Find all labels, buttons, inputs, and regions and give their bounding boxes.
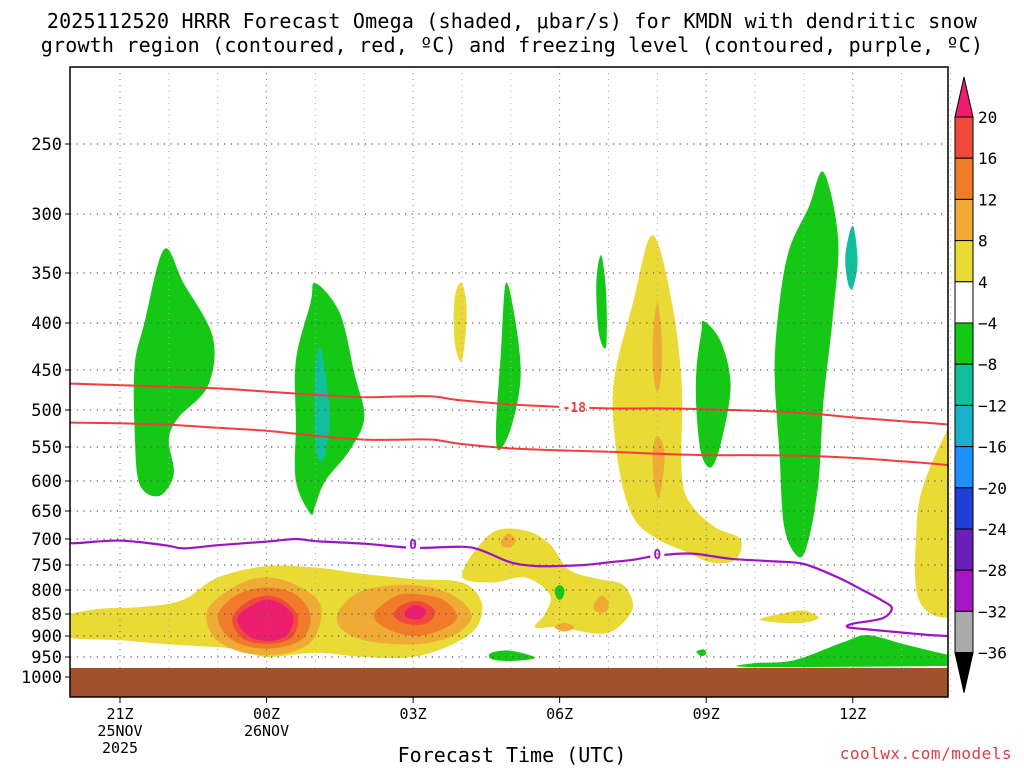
colorbar-box	[954, 404, 974, 448]
colorbar-label: 20	[978, 108, 997, 127]
freezing-contour-label: 0	[409, 538, 417, 553]
colorbar-box	[954, 487, 974, 530]
omega-shade-region	[133, 248, 215, 497]
x-tick-label: 21Z	[106, 705, 133, 723]
colorbar-label: −24	[978, 520, 1007, 539]
colorbar-label: −20	[978, 479, 1007, 498]
colorbar-label: −4	[978, 314, 997, 333]
omega-shading-layer	[70, 171, 948, 668]
colorbar-box	[954, 157, 974, 200]
colorbar-label: −16	[978, 438, 1007, 457]
colorbar-box	[954, 322, 974, 365]
omega-shade-region	[404, 605, 426, 620]
credit-link[interactable]: coolwx.com/models	[839, 744, 1012, 763]
dgz-contour-line	[70, 382, 948, 426]
x-tick-label: 03Z	[400, 705, 427, 723]
axes-layer: 2503003504004505005506006507007508008509…	[21, 66, 949, 757]
colorbar-label: 12	[978, 190, 997, 209]
x-tick-label: 12Z	[839, 705, 866, 723]
x-tick-label: 00Z	[253, 705, 280, 723]
omega-shade-region	[774, 171, 839, 558]
colorbar-box	[954, 528, 974, 571]
y-tick-label: 600	[31, 472, 62, 492]
y-tick-label: 800	[31, 581, 62, 601]
contour-layer: -18 0 0	[70, 382, 948, 638]
y-tick-label: 650	[31, 502, 62, 522]
y-tick-label: 350	[31, 264, 62, 284]
y-tick-label: 900	[31, 627, 62, 647]
omega-shade-region	[593, 595, 609, 613]
omega-shade-region	[612, 235, 742, 564]
y-tick-label: 950	[31, 648, 62, 668]
y-tick-label: 850	[31, 605, 62, 625]
omega-shade-region	[652, 303, 663, 391]
x-tick-label: 25NOV	[97, 722, 142, 740]
y-tick-label: 550	[31, 438, 62, 458]
colorbar-label: −12	[978, 396, 1007, 415]
colorbar: 20 16 12 8 4 −4 −8 −12 −16 −20 −24 −28 −32 −36	[954, 76, 1007, 693]
omega-shade-region	[914, 428, 948, 618]
chart-title-line-1: 2025112520 HRRR Forecast Omega (shaded, …	[46, 9, 978, 33]
colorbar-bottom-arrow	[954, 652, 974, 693]
colorbar-label: −8	[978, 355, 997, 374]
y-tick-label: 700	[31, 530, 62, 550]
freezing-contour-label-bg	[650, 547, 665, 562]
terrain-ground	[70, 668, 948, 697]
colorbar-box	[954, 281, 974, 324]
omega-shade-region	[696, 649, 707, 657]
x-axis-label: Forecast Time (UTC)	[397, 743, 627, 767]
colorbar-box	[954, 446, 974, 489]
dgz-contour-label-bg	[559, 400, 590, 415]
colorbar-box	[954, 240, 974, 283]
omega-shade-region	[554, 585, 565, 600]
y-tick-label: 450	[31, 361, 62, 381]
omega-shade-region	[736, 635, 948, 668]
omega-shade-region	[461, 528, 633, 634]
x-tick-label: 09Z	[693, 705, 720, 723]
omega-shade-region	[652, 435, 665, 498]
omega-shade-region	[453, 282, 467, 362]
omega-shade-region	[294, 282, 365, 515]
y-tick-label: 400	[31, 314, 62, 334]
y-tick-label: 750	[31, 556, 62, 576]
colorbar-label: −36	[978, 644, 1007, 663]
colorbar-label: 8	[978, 232, 988, 251]
y-tick-label: 250	[31, 135, 62, 155]
y-tick-label: 1000	[21, 668, 62, 688]
omega-shade-region	[500, 533, 516, 548]
x-tick-label: 2025	[102, 739, 138, 757]
freezing-level-line	[70, 537, 948, 638]
colorbar-label: 4	[978, 273, 988, 292]
colorbar-box	[954, 569, 974, 612]
omega-shade-region	[237, 599, 294, 642]
colorbar-label: −28	[978, 561, 1007, 580]
omega-shade-region	[759, 610, 819, 624]
colorbar-top-arrow	[954, 76, 974, 118]
freezing-contour-label: 0	[653, 548, 661, 563]
chart-title-line-2: growth region (contoured, red, ºC) and f…	[40, 33, 984, 57]
dgz-contour-label: -18	[563, 401, 587, 416]
omega-shade-region	[314, 346, 331, 462]
plot-frame	[69, 66, 949, 698]
omega-shade-region	[596, 255, 607, 349]
omega-shade-region	[488, 650, 536, 662]
colorbar-box	[954, 116, 974, 159]
colorbar-box	[954, 610, 974, 654]
x-tick-label: 26NOV	[244, 722, 289, 740]
colorbar-box	[954, 198, 974, 242]
x-tick-label: 06Z	[546, 705, 573, 723]
y-tick-label: 300	[31, 205, 62, 225]
colorbar-box	[954, 363, 974, 406]
colorbar-label: −32	[978, 602, 1007, 621]
dgz-contour-line	[70, 421, 948, 467]
omega-shade-region	[845, 225, 858, 290]
colorbar-label: 16	[978, 149, 997, 168]
terrain-layer	[70, 668, 948, 697]
omega-shade-region	[695, 320, 731, 468]
y-tick-label: 500	[31, 401, 62, 421]
freezing-contour-label-bg	[406, 537, 421, 552]
omega-shade-region	[495, 282, 521, 451]
